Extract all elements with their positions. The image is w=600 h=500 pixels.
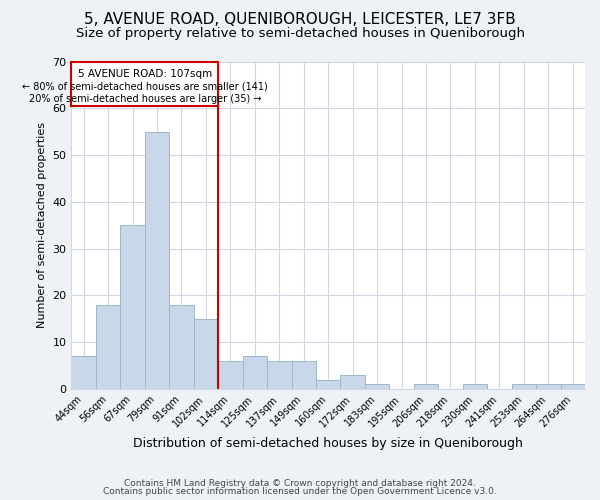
Text: 20% of semi-detached houses are larger (35) →: 20% of semi-detached houses are larger (… [29, 94, 261, 104]
Text: Size of property relative to semi-detached houses in Queniborough: Size of property relative to semi-detach… [76, 28, 524, 40]
Bar [121, 225, 145, 389]
Bar [218, 361, 242, 389]
Text: 5 AVENUE ROAD: 107sqm: 5 AVENUE ROAD: 107sqm [77, 68, 212, 78]
Bar [560, 384, 585, 389]
Y-axis label: Number of semi-detached properties: Number of semi-detached properties [37, 122, 47, 328]
Bar [340, 375, 365, 389]
Bar [512, 384, 536, 389]
Bar [365, 384, 389, 389]
Bar [414, 384, 438, 389]
X-axis label: Distribution of semi-detached houses by size in Queniborough: Distribution of semi-detached houses by … [133, 437, 523, 450]
Bar [463, 384, 487, 389]
FancyBboxPatch shape [71, 62, 218, 106]
Bar [536, 384, 560, 389]
Bar [292, 361, 316, 389]
Bar [96, 304, 121, 389]
Bar [194, 318, 218, 389]
Bar [145, 132, 169, 389]
Text: ← 80% of semi-detached houses are smaller (141): ← 80% of semi-detached houses are smalle… [22, 81, 268, 91]
Text: Contains HM Land Registry data © Crown copyright and database right 2024.: Contains HM Land Registry data © Crown c… [124, 478, 476, 488]
Bar [169, 304, 194, 389]
Bar [267, 361, 292, 389]
Text: 5, AVENUE ROAD, QUENIBOROUGH, LEICESTER, LE7 3FB: 5, AVENUE ROAD, QUENIBOROUGH, LEICESTER,… [84, 12, 516, 28]
Bar [316, 380, 340, 389]
Bar [71, 356, 96, 389]
Bar [242, 356, 267, 389]
Text: Contains public sector information licensed under the Open Government Licence v3: Contains public sector information licen… [103, 487, 497, 496]
